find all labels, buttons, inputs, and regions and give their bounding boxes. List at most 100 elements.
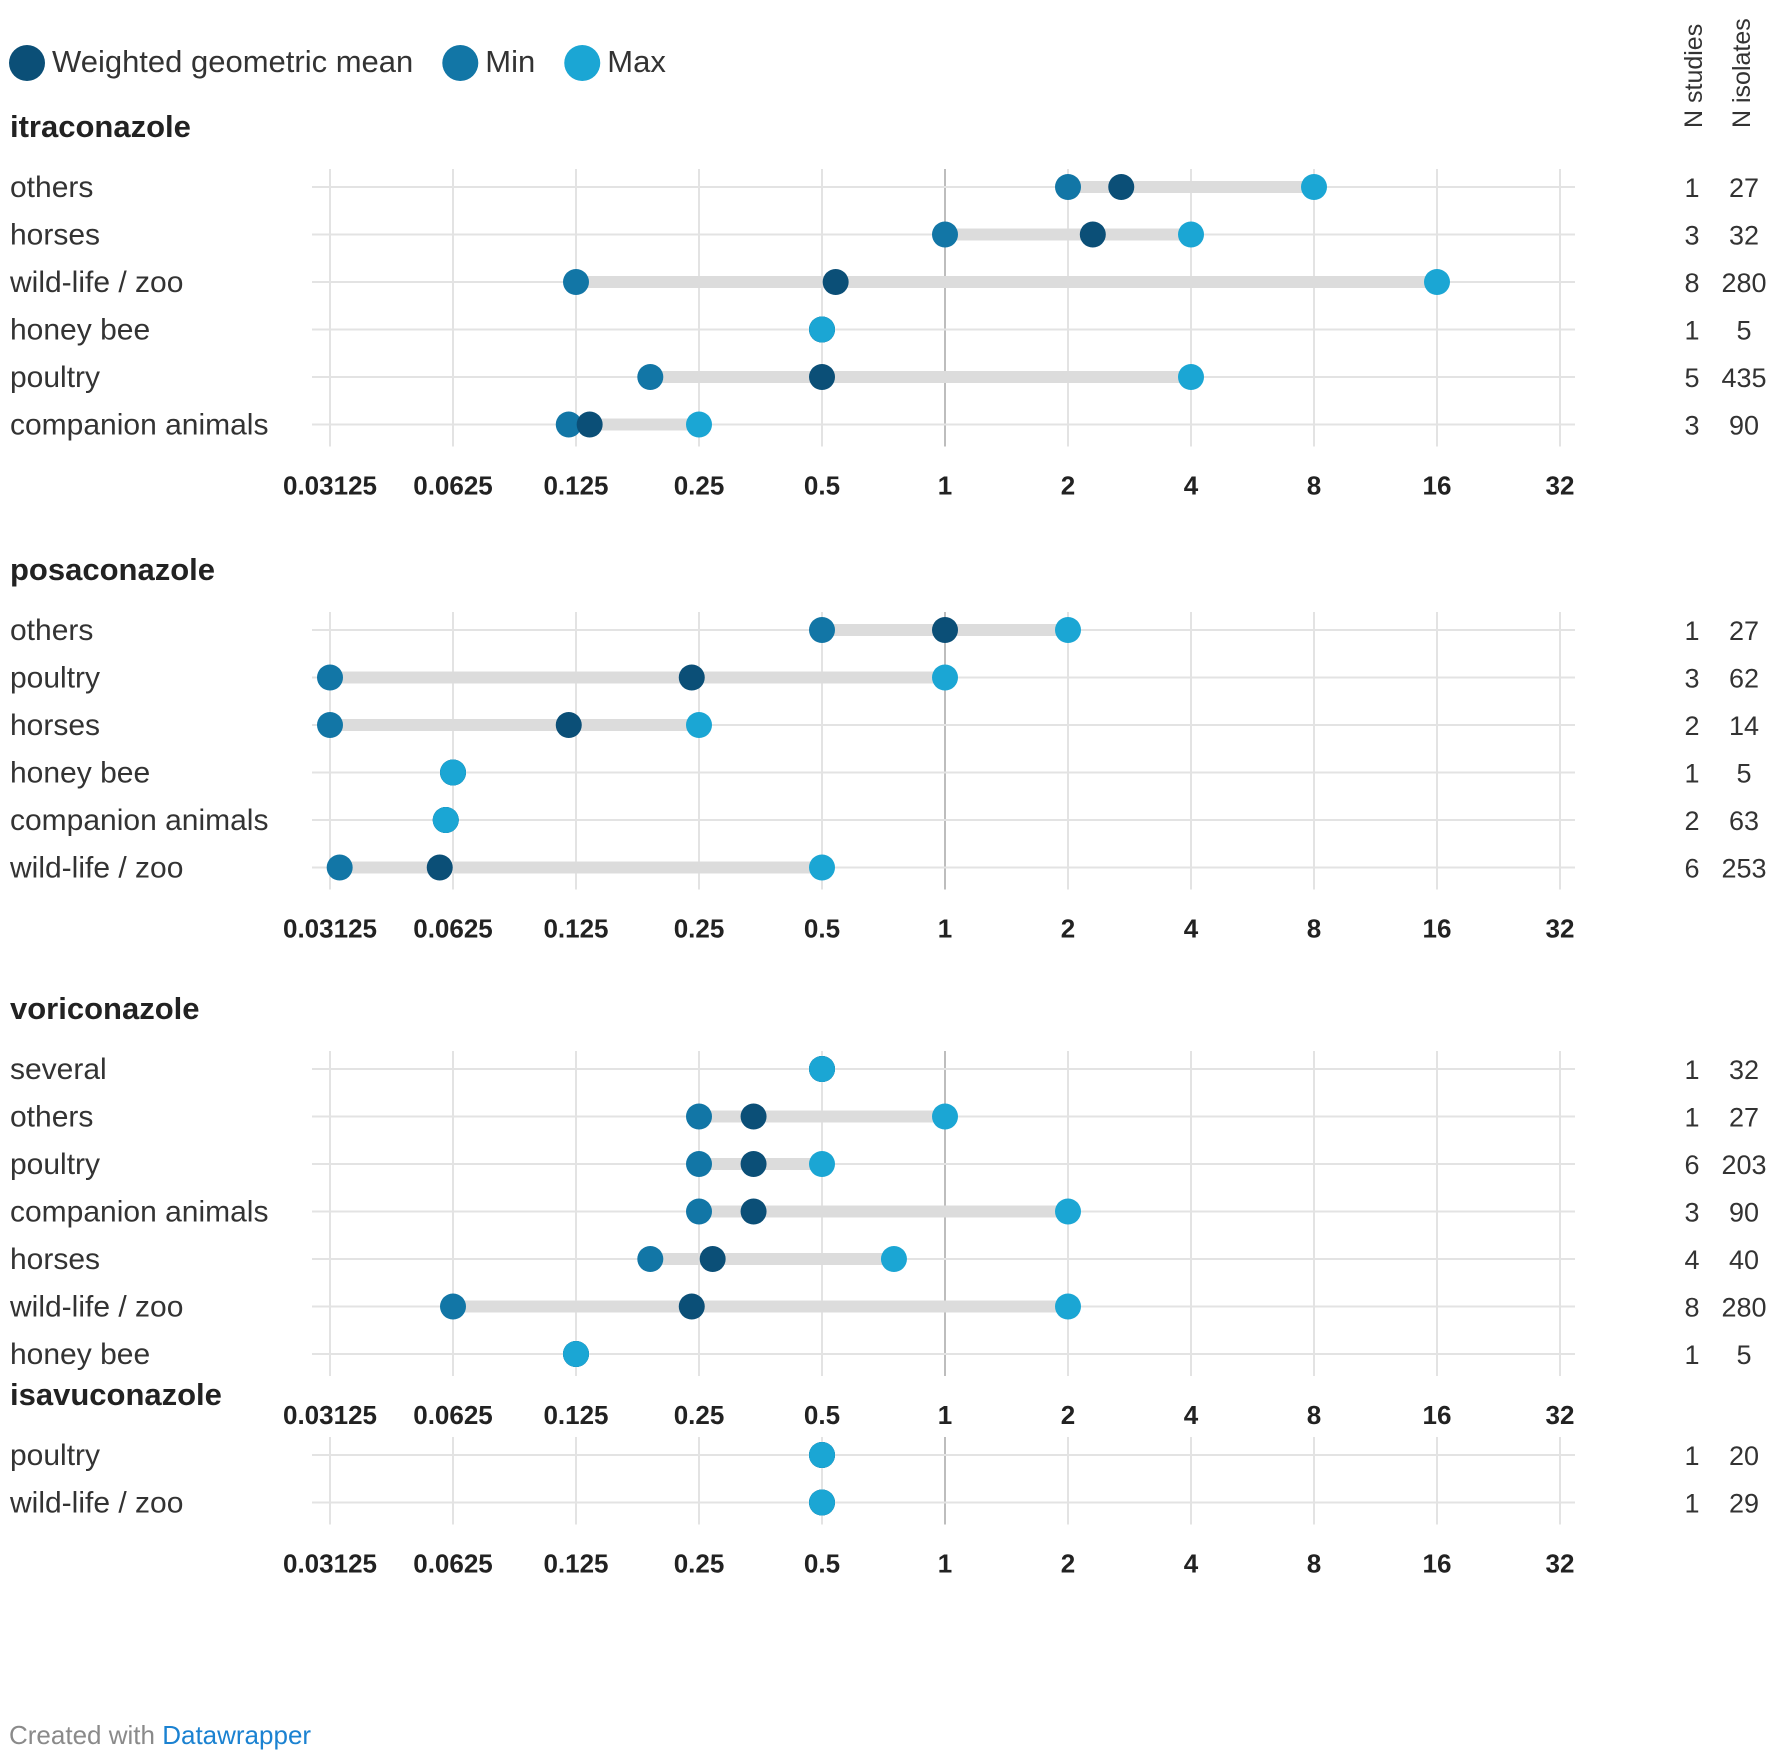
- n-studies-value: 2: [1684, 806, 1699, 836]
- x-tick-label-0.0625: 0.0625: [413, 1400, 493, 1430]
- n-studies-value: 3: [1684, 1198, 1699, 1228]
- mean-point-wild-life-zoo: [678, 1293, 705, 1320]
- panel-title-voriconazole: voriconazole: [10, 991, 200, 1026]
- x-tick-label-4: 4: [1184, 1400, 1199, 1430]
- x-tick-label-2: 2: [1061, 1549, 1075, 1579]
- row-label-companion-animals: companion animals: [10, 804, 268, 837]
- n-studies-value: 6: [1684, 1150, 1699, 1180]
- min-point-horses: [932, 221, 958, 248]
- n-isolates-value: 27: [1729, 1103, 1759, 1133]
- x-tick-label-0.25: 0.25: [674, 1549, 725, 1579]
- legend-label-weighted-geometric-mean: Weighted geometric mean: [52, 44, 413, 79]
- legend-marker-min: [442, 45, 479, 81]
- x-tick-label-0.5: 0.5: [804, 1400, 840, 1430]
- max-point-honey-bee: [440, 759, 466, 786]
- n-studies-value: 3: [1684, 221, 1699, 251]
- n-studies-value: 1: [1684, 616, 1699, 646]
- max-point-poultry: [932, 664, 958, 691]
- x-tick-label-0.0625: 0.0625: [413, 1549, 493, 1579]
- x-tick-label-32: 32: [1546, 1549, 1575, 1579]
- mean-point-horses: [555, 712, 582, 738]
- x-tick-label-0.5: 0.5: [804, 471, 840, 501]
- n-isolates-value: 29: [1729, 1489, 1759, 1519]
- legend-label-min: Min: [485, 44, 535, 79]
- n-isolates-value: 90: [1729, 411, 1759, 441]
- max-point-companion-animals: [432, 807, 459, 833]
- x-tick-label-8: 8: [1307, 914, 1321, 944]
- n-isolates-value: 27: [1729, 173, 1759, 203]
- x-tick-label-1: 1: [938, 1549, 952, 1579]
- n-studies-value: 4: [1684, 1245, 1699, 1275]
- max-point-honey-bee: [563, 1341, 589, 1367]
- row-label-poultry: poultry: [10, 361, 100, 394]
- x-tick-label-0.25: 0.25: [674, 914, 725, 944]
- max-point-others: [1301, 174, 1327, 200]
- max-point-companion-animals: [1055, 1198, 1081, 1225]
- min-point-horses: [317, 712, 343, 738]
- row-label-horses: horses: [10, 709, 100, 742]
- row-label-poultry: poultry: [10, 1148, 100, 1181]
- max-point-poultry: [809, 1151, 835, 1177]
- n-studies-value: 1: [1684, 173, 1699, 203]
- max-point-wild-life-zoo: [809, 1489, 835, 1516]
- x-tick-label-32: 32: [1546, 1400, 1575, 1430]
- n-studies-value: 3: [1684, 664, 1699, 694]
- n-studies-value: 1: [1684, 316, 1699, 346]
- max-point-companion-animals: [686, 411, 712, 438]
- x-tick-label-8: 8: [1307, 1400, 1321, 1430]
- row-label-companion-animals: companion animals: [10, 1196, 268, 1229]
- panel-title-itraconazole: itraconazole: [10, 109, 191, 144]
- n-studies-value: 1: [1684, 1103, 1699, 1133]
- min-point-poultry: [686, 1151, 712, 1177]
- legend: Weighted geometric mean Min Max: [9, 44, 666, 81]
- x-tick-label-0.03125: 0.03125: [283, 914, 377, 944]
- row-label-honey-bee: honey bee: [10, 1338, 150, 1371]
- row-label-others: others: [10, 1101, 93, 1134]
- x-tick-label-4: 4: [1184, 471, 1199, 501]
- max-point-poultry: [1178, 364, 1204, 390]
- mean-point-others: [1108, 174, 1135, 200]
- max-point-poultry: [809, 1442, 835, 1468]
- row-label-horses: horses: [10, 1243, 100, 1276]
- max-point-several: [809, 1056, 835, 1082]
- x-tick-label-0.0625: 0.0625: [413, 471, 493, 501]
- n-isolates-value: 32: [1729, 1055, 1759, 1085]
- x-tick-label-0.5: 0.5: [804, 1549, 840, 1579]
- mean-point-poultry: [678, 664, 705, 691]
- max-point-horses: [1178, 221, 1204, 248]
- mean-point-companion-animals: [740, 1198, 767, 1225]
- n-isolates-value: 40: [1729, 1245, 1759, 1275]
- mean-point-horses: [699, 1246, 726, 1272]
- min-point-companion-animals: [555, 411, 582, 438]
- n-studies-value: 8: [1684, 1293, 1699, 1323]
- n-studies-value: 5: [1684, 363, 1699, 393]
- n-isolates-value: 280: [1721, 268, 1766, 298]
- x-tick-label-0.125: 0.125: [543, 1549, 608, 1579]
- x-tick-label-1: 1: [938, 471, 952, 501]
- x-tick-label-0.03125: 0.03125: [283, 471, 377, 501]
- max-point-honey-bee: [809, 316, 835, 343]
- n-isolates-value: 203: [1721, 1150, 1766, 1180]
- n-isolates-value: 90: [1729, 1198, 1759, 1228]
- datawrapper-link[interactable]: Datawrapper: [162, 1720, 312, 1750]
- mean-point-others: [932, 617, 958, 643]
- column-headers: N studies N isolates: [1680, 18, 1756, 128]
- n-isolates-value: 63: [1729, 806, 1759, 836]
- x-tick-label-0.03125: 0.03125: [283, 1400, 377, 1430]
- min-point-horses: [637, 1246, 664, 1272]
- footer-prefix: Created with: [9, 1720, 155, 1750]
- max-point-wild-life-zoo: [809, 854, 835, 881]
- min-point-others: [686, 1103, 712, 1130]
- legend-marker-max: [564, 45, 601, 81]
- mean-point-poultry: [809, 364, 835, 390]
- mean-point-poultry: [740, 1151, 767, 1177]
- x-tick-label-4: 4: [1184, 914, 1199, 944]
- x-tick-label-1: 1: [938, 1400, 952, 1430]
- x-tick-label-2: 2: [1061, 1400, 1075, 1430]
- x-tick-label-16: 16: [1423, 914, 1452, 944]
- row-label-wild-life-zoo: wild-life / zoo: [9, 1291, 183, 1324]
